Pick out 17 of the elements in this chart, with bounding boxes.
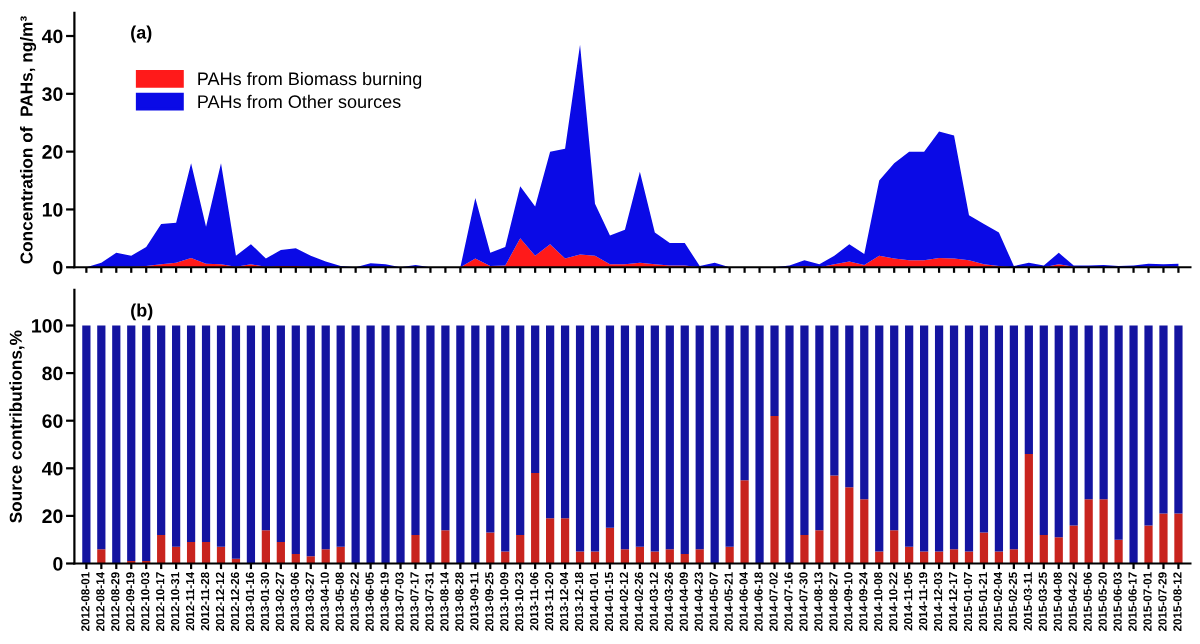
y-tick-label: 40 <box>41 29 63 44</box>
y-axis-title: Concentration of PAHs, ng/m³ <box>19 16 37 264</box>
legend-label: PAHs from Biomass burning <box>198 71 422 89</box>
y-tick-label: 60 <box>42 414 63 428</box>
y-tick-label: 0 <box>53 556 63 571</box>
annotation: (b) <box>131 303 153 321</box>
y-axis-title: Source contributions,% <box>9 330 25 523</box>
y-tick-label: 20 <box>42 145 63 159</box>
legend-label: PAHs from Other sources <box>198 94 401 109</box>
y-tick-label: 80 <box>42 366 63 381</box>
y-tick-label: 10 <box>42 202 63 217</box>
y-tick-label: 100 <box>32 318 63 333</box>
y-tick-label: 20 <box>42 509 63 524</box>
y-tick-label: 30 <box>42 87 63 102</box>
annotation: (a) <box>131 25 152 43</box>
y-tick-label: 0 <box>53 260 63 275</box>
y-tick-label: 40 <box>41 461 63 476</box>
